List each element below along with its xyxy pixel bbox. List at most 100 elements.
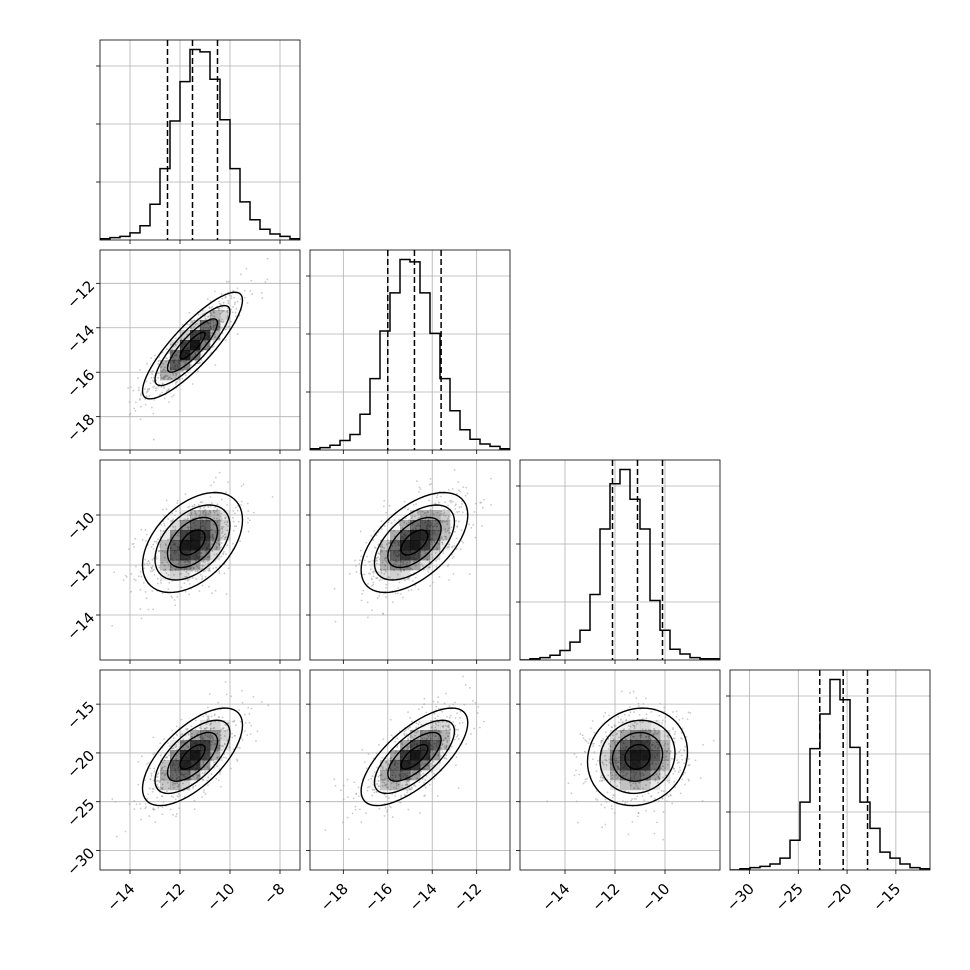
sample-point [579,732,582,735]
sample-point [175,743,178,746]
density-cell [190,560,201,571]
sample-point [391,816,394,818]
sample-point [170,795,173,798]
sample-point [389,718,392,721]
density-cell [420,530,431,541]
sample-point [144,803,147,805]
sample-point [581,734,584,737]
sample-point [152,808,155,811]
sample-point [208,734,211,737]
density-cell [610,740,621,751]
sample-point [157,376,160,379]
sample-point [440,755,442,757]
sample-point [630,799,633,802]
sample-point [673,737,676,740]
sample-point [463,703,466,706]
sample-point [163,377,165,380]
density-cell [400,570,411,581]
sample-point [631,820,634,823]
histogram-step-line [310,258,510,450]
sample-point [631,798,634,800]
sample-point [194,784,197,787]
x-tick-label: −14 [103,880,138,915]
sample-point [179,508,182,510]
contour-line [599,719,676,795]
sample-point [386,539,389,542]
sample-point [666,743,669,745]
sample-point [447,725,450,728]
sample-point [135,401,137,404]
sample-point [133,546,135,548]
sample-point [396,737,399,740]
sample-point [236,760,239,762]
sample-point [202,560,205,563]
sample-point [604,731,607,734]
sample-point [402,562,405,565]
sample-point [627,833,630,836]
density-cell [180,340,191,351]
sample-point [440,521,443,524]
sample-point [334,784,337,787]
sample-point [370,609,373,612]
sample-point [216,508,219,511]
sample-point [470,526,473,529]
sample-point [429,584,432,587]
sample-point [139,394,142,397]
sample-point [146,362,148,365]
sample-point [225,757,227,759]
sample-point [446,523,449,526]
sample-point [376,577,378,580]
sample-point [144,779,146,782]
sample-point [151,565,154,568]
sample-point [439,514,441,517]
contour-line [387,731,442,782]
sample-point [200,578,203,581]
sample-point [608,761,611,764]
sample-point [210,734,212,737]
sample-point [438,542,440,545]
density-cell [400,760,411,771]
scatter-area [546,690,715,841]
sample-point [157,538,159,540]
scatter-area [127,257,269,441]
sample-point [351,812,354,815]
sample-point [383,557,386,560]
sample-point [420,516,423,518]
sample-point [172,781,174,784]
sample-point [454,504,457,507]
sample-point [421,510,424,513]
sample-point [376,766,378,769]
sample-point [596,799,599,801]
sample-point [381,778,384,781]
sample-point [684,783,686,786]
sample-point [431,556,434,559]
sample-point [207,784,209,787]
scatter-panel-0-2: −14−12−10 [63,459,301,664]
sample-point [190,732,193,735]
sample-point [161,788,164,791]
sample-point [159,393,162,396]
sample-point [368,572,370,575]
sample-point [144,403,147,406]
y-tick-label: −18 [63,410,98,445]
sample-point [601,751,604,754]
density-cell [440,520,451,531]
sample-point [610,805,613,807]
sample-point [400,570,403,573]
sample-point [428,729,430,732]
sample-point [191,569,194,572]
sample-point [435,723,438,726]
sample-point [400,561,402,563]
sample-point [226,728,229,731]
density-cell [220,530,231,541]
sample-point [468,523,471,526]
sample-point [424,779,427,781]
sample-point [636,795,639,798]
sample-point [481,525,483,527]
sample-point [216,513,219,516]
sample-point [201,584,204,587]
scatter-panel-1-3: −18 −16 −14 −12 [306,669,511,915]
density-cell [660,760,671,771]
sample-point [584,778,587,781]
sample-point [223,550,225,553]
